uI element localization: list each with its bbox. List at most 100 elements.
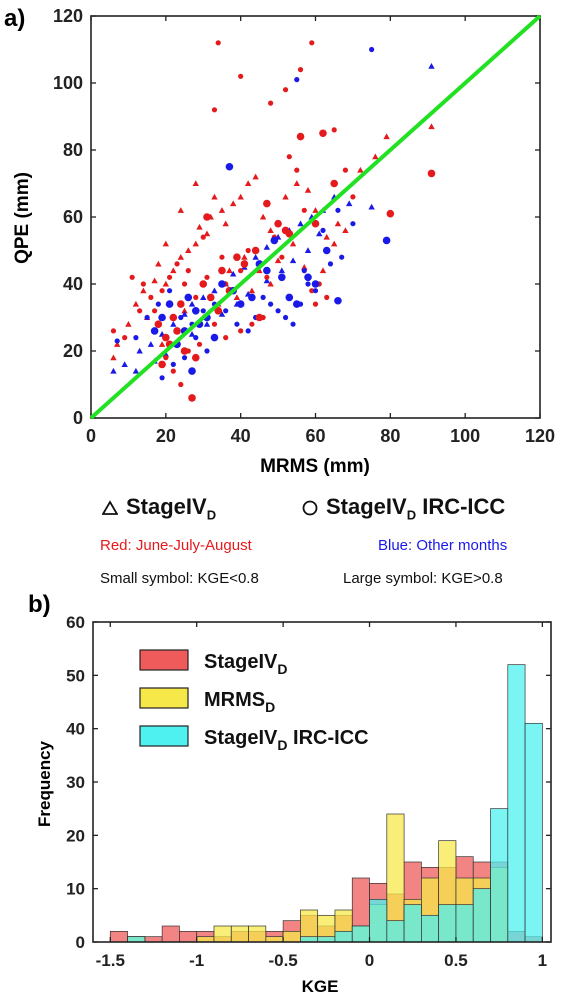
- circle-point-small: [309, 40, 315, 46]
- circle-point-small: [181, 355, 188, 361]
- triangle-point: [345, 200, 353, 207]
- circle-point-small: [200, 234, 206, 240]
- circle-point-small: [324, 294, 330, 300]
- triangle-point: [289, 257, 297, 264]
- circle-point-large: [162, 333, 170, 342]
- histogram-bar: [403, 904, 422, 943]
- circle-point-small: [238, 73, 244, 79]
- circle-point-large: [255, 313, 264, 322]
- circle-point-large: [285, 229, 294, 238]
- triangle-point: [304, 187, 312, 193]
- triangle-point: [188, 300, 196, 307]
- triangle-point: [113, 341, 121, 347]
- triangle-point: [196, 223, 203, 230]
- circle-point-small: [301, 207, 307, 213]
- triangle-point: [132, 300, 140, 307]
- circle-point-small: [238, 268, 244, 274]
- legend-circle-suffix: IRC-ICC: [416, 494, 506, 519]
- histogram-bar: [421, 914, 440, 943]
- histogram-x-axis-label: KGE: [302, 977, 339, 996]
- triangle-point: [304, 247, 312, 254]
- triangle-point: [200, 294, 207, 300]
- y-tick-label: 20: [66, 826, 85, 845]
- triangle-point: [289, 240, 297, 247]
- triangle-point: [162, 280, 170, 287]
- circle-point-large: [210, 333, 219, 342]
- circle-point-large: [165, 300, 174, 308]
- circle-point-small: [327, 261, 334, 267]
- scatter-x-axis-label: MRMS (mm): [260, 456, 370, 477]
- histogram-bar: [179, 930, 198, 943]
- circle-point-large: [173, 327, 181, 335]
- triangle-point: [331, 240, 338, 247]
- circle-point-large: [311, 219, 320, 228]
- triangle-point: [274, 257, 282, 264]
- circle-point-small: [294, 77, 300, 83]
- histogram-bar: [282, 930, 301, 943]
- triangle-point: [192, 180, 199, 187]
- circle-point-large: [150, 327, 159, 335]
- circle-point-large: [203, 213, 211, 221]
- circle-point-small: [342, 167, 349, 173]
- circle-point-small: [339, 254, 345, 260]
- circle-point-small: [350, 221, 356, 227]
- histogram-bar: [109, 930, 128, 943]
- circle-point-large: [218, 280, 226, 288]
- note-small-symbol: Small symbol: KGE<0.8: [100, 570, 259, 587]
- scatter-legend: StageIVD StageIVD IRC-ICC: [102, 494, 505, 522]
- triangle-point: [252, 254, 259, 260]
- circle-point-small: [223, 308, 229, 314]
- circle-point-small: [170, 368, 176, 374]
- note-red-summer: Red: June-July-August: [100, 537, 252, 554]
- triangle-point: [267, 227, 274, 233]
- legend-circle-label: StageIV: [326, 494, 407, 519]
- one-to-one-line: [89, 14, 542, 420]
- triangle-point: [229, 200, 237, 207]
- legend-label: StageIVD IRC-ICC: [204, 727, 369, 753]
- circle-point-small: [170, 361, 176, 367]
- x-tick-label: -0.5: [268, 951, 297, 970]
- circle-point-small: [290, 321, 296, 327]
- circle-point-small: [166, 274, 173, 280]
- triangle-point: [241, 254, 248, 260]
- circle-point-small: [279, 254, 285, 260]
- circle-point-small: [122, 335, 128, 341]
- circle-point-large: [214, 307, 223, 315]
- histogram-bar: [524, 722, 543, 943]
- legend-swatch: [139, 687, 189, 709]
- circle-point-large: [248, 293, 256, 302]
- y-tick-label: 10: [66, 880, 85, 899]
- circle-point-small: [249, 321, 255, 327]
- circle-point-large: [304, 273, 312, 282]
- circle-point-small: [223, 335, 229, 341]
- circle-point-large: [386, 209, 395, 218]
- legend-swatch: [139, 649, 189, 671]
- circle-point-large: [158, 360, 166, 369]
- triangle-point: [278, 267, 286, 274]
- histogram-bar: [507, 664, 526, 943]
- y-tick-label: 100: [53, 73, 83, 93]
- triangle-point: [121, 361, 128, 367]
- triangle-point: [203, 321, 211, 327]
- triangle-point: [248, 287, 256, 294]
- triangle-point: [316, 230, 323, 237]
- triangle-point: [323, 233, 330, 240]
- circle-point-small: [369, 46, 375, 53]
- circle-point-small: [200, 308, 206, 314]
- circle-point-large: [263, 266, 271, 275]
- legend-triangle-label: StageIV: [126, 494, 207, 519]
- x-tick-label: 100: [450, 426, 480, 446]
- legend-item-triangle: StageIVD: [102, 494, 216, 522]
- y-tick-label: 0: [76, 933, 85, 952]
- circle-point-small: [331, 127, 337, 133]
- circle-point-large: [191, 353, 200, 362]
- circle-point-small: [181, 281, 188, 287]
- circle-point-small: [268, 100, 274, 106]
- triangle-point: [155, 260, 162, 267]
- triangle-point: [188, 331, 196, 337]
- triangle-point: [158, 341, 166, 347]
- triangle-point: [203, 230, 211, 237]
- circle-point-large: [225, 162, 234, 171]
- triangle-point: [185, 247, 192, 254]
- triangle-point: [218, 310, 226, 317]
